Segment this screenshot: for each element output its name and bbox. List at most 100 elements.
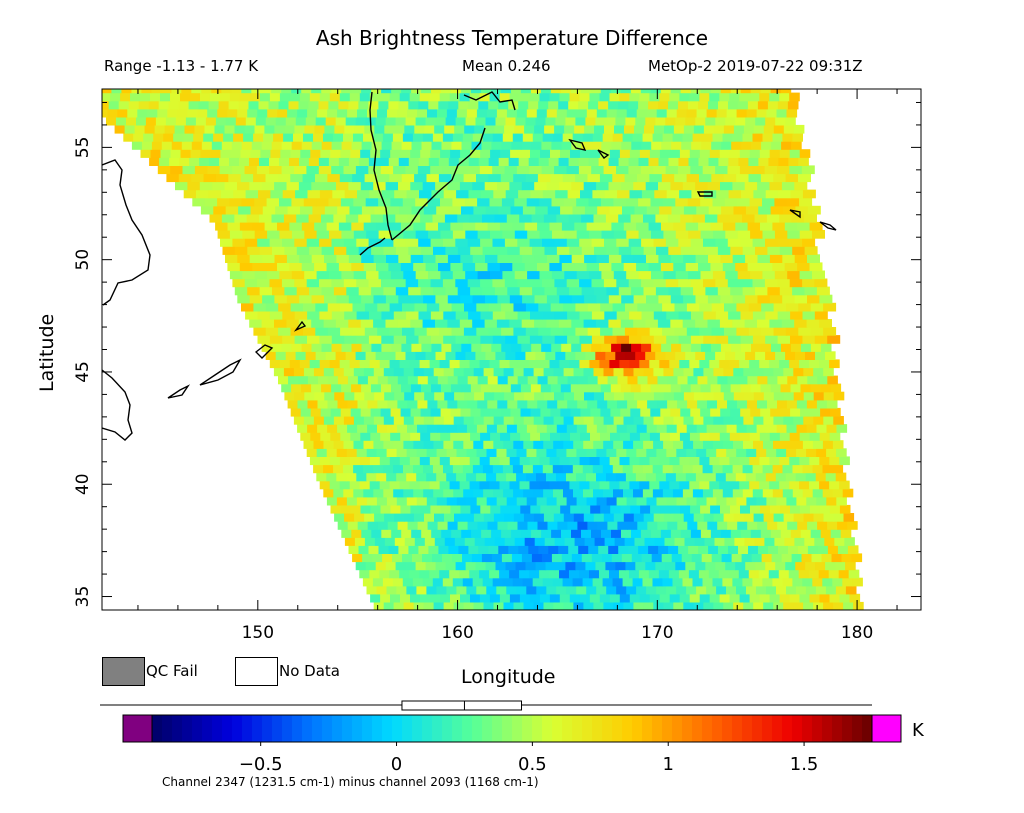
coastline [789,209,801,219]
heatmap-cell [290,149,301,158]
heatmap-cell [625,197,639,207]
heatmap-cell [438,157,450,166]
heatmap-cell [102,89,112,94]
heatmap-cell [621,553,633,563]
heatmap-cell [643,367,655,377]
heatmap-cell [719,149,731,158]
heatmap-cell [363,367,375,377]
qc-fail-swatch [102,657,145,686]
heatmap-cell [275,205,289,215]
heatmap-cell [528,545,539,554]
heatmap-cell [200,92,211,102]
heatmap-cell [535,351,546,360]
heatmap-cell [717,399,728,409]
heatmap-cell [323,319,337,328]
heatmap-cell [713,230,726,239]
heatmap-cell [283,213,297,223]
heatmap-cell [688,270,702,280]
heatmap-cell [673,391,685,401]
heatmap-cell [776,424,788,433]
heatmap-cell [430,504,441,514]
heatmap-cell [827,335,841,344]
heatmap-cell [260,149,271,158]
heatmap-cell [748,569,760,579]
heatmap-cell [486,472,497,482]
heatmap-cell [383,286,397,296]
heatmap-cell [769,359,780,369]
heatmap-cell [769,432,781,441]
heatmap-cell [408,545,419,554]
colorbar-segment [682,715,693,742]
heatmap-cell [629,593,641,603]
heatmap-cell [601,141,612,150]
heatmap-cell [554,165,568,175]
heatmap-cell [229,157,240,166]
heatmap-cell [393,440,404,449]
heatmap-cell [706,108,718,118]
heatmap-cell [164,124,176,134]
heatmap-cell [538,327,552,336]
heatmap-cell [803,391,815,401]
heatmap-cell [319,480,331,490]
heatmap-cell [431,141,443,150]
heatmap-cell [559,359,570,369]
heatmap-cell [628,165,642,175]
heatmap-cell [524,391,535,401]
heatmap-cell [660,383,672,393]
heatmap-cell [747,100,759,110]
heatmap-cell [520,432,531,441]
heatmap-cell [390,197,404,207]
heatmap-cell [638,100,649,110]
heatmap-cell [511,553,523,563]
heatmap-cell [89,101,100,110]
heatmap-cell [331,165,345,175]
heatmap-cell [761,343,772,352]
heatmap-cell [700,383,712,393]
heatmap-cell [519,92,531,102]
heatmap-cell [499,480,511,490]
heatmap-cell [496,424,508,433]
heatmap-cell [281,141,293,150]
heatmap-cell [790,335,803,344]
heatmap-cell [450,407,462,417]
heatmap-cell [689,456,701,466]
heatmap-cell [573,416,585,425]
heatmap-cell [733,367,744,377]
heatmap-cell [667,375,679,385]
heatmap-cell [502,577,514,587]
heatmap-cell [744,319,758,328]
heatmap-cell [228,173,242,183]
heatmap-cell [843,601,854,610]
heatmap-cell [340,504,352,514]
heatmap-cell [556,496,568,506]
heatmap-cell [673,124,685,134]
heatmap-cell [765,189,779,199]
heatmap-cell [620,181,634,191]
heatmap-cell [458,100,469,110]
heatmap-cell [600,407,611,417]
heatmap-cell [839,593,851,603]
heatmap-cell [405,561,417,571]
heatmap-cell [489,197,503,207]
heatmap-cell [182,165,196,175]
heatmap-cell [555,561,566,571]
heatmap-cell [133,133,144,142]
heatmap-cell [796,424,808,433]
heatmap-cell [390,149,401,158]
heatmap-cell [517,310,531,320]
heatmap-cell [401,383,412,393]
heatmap-cell [680,407,691,417]
heatmap-cell [237,181,250,191]
heatmap-cell [691,310,704,320]
heatmap-cell [790,343,802,352]
heatmap-cell [653,310,667,320]
heatmap-cell [467,375,479,385]
heatmap-cell [462,577,474,587]
heatmap-cell [590,89,602,94]
heatmap-cell [768,545,779,554]
heatmap-cell [637,173,650,183]
heatmap-cell [501,302,515,312]
heatmap-cell [406,310,420,320]
heatmap-cell [420,432,431,441]
heatmap-cell [403,440,414,449]
